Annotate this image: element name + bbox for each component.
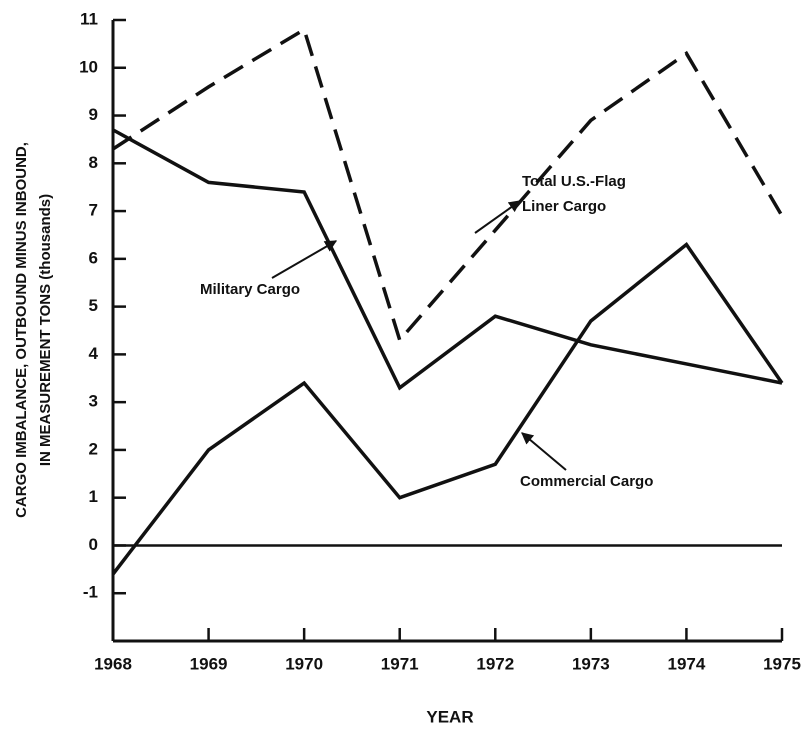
y-tick-label: 4 <box>89 344 99 363</box>
y-tick-label: 7 <box>89 201 98 220</box>
arrow <box>521 432 567 471</box>
y-axis-label: IN MEASUREMENT TONS (thousands) <box>37 194 54 466</box>
y-tick-label: 10 <box>79 57 98 76</box>
annotation: Total U.S.-Flag <box>522 173 626 190</box>
x-tick-label: 1974 <box>668 654 706 673</box>
y-tick-label: 8 <box>89 153 98 172</box>
y-tick-label: 2 <box>89 439 98 458</box>
x-tick-label: 1973 <box>572 654 610 673</box>
y-tick-label: 11 <box>80 9 98 28</box>
arrow <box>474 200 521 234</box>
x-tick-label: 1969 <box>190 654 228 673</box>
y-tick-label: 5 <box>89 296 98 315</box>
y-tick-label: 1 <box>89 487 98 506</box>
annotation: Commercial Cargo <box>520 473 653 490</box>
y-tick-label: -1 <box>83 583 98 602</box>
x-tick-label: 1968 <box>94 654 132 673</box>
x-tick-label: 1975 <box>763 654 801 673</box>
annotation: Liner Cargo <box>522 198 606 215</box>
y-tick-label: 3 <box>89 392 98 411</box>
x-tick-label: 1972 <box>476 654 514 673</box>
y-tick-label: 6 <box>89 248 98 267</box>
y-axis-label: CARGO IMBALANCE, OUTBOUND MINUS INBOUND, <box>13 142 30 518</box>
y-tick-label: 0 <box>89 535 98 554</box>
y-tick-label: 9 <box>89 105 98 124</box>
series-line <box>112 128 783 391</box>
annotation: Military Cargo <box>200 281 300 298</box>
x-axis-label: YEAR <box>426 707 473 726</box>
x-tick-label: 1970 <box>285 654 323 673</box>
arrow <box>271 240 338 279</box>
series-line <box>111 241 784 576</box>
x-tick-label: 1971 <box>381 654 419 673</box>
series-line <box>112 26 784 344</box>
